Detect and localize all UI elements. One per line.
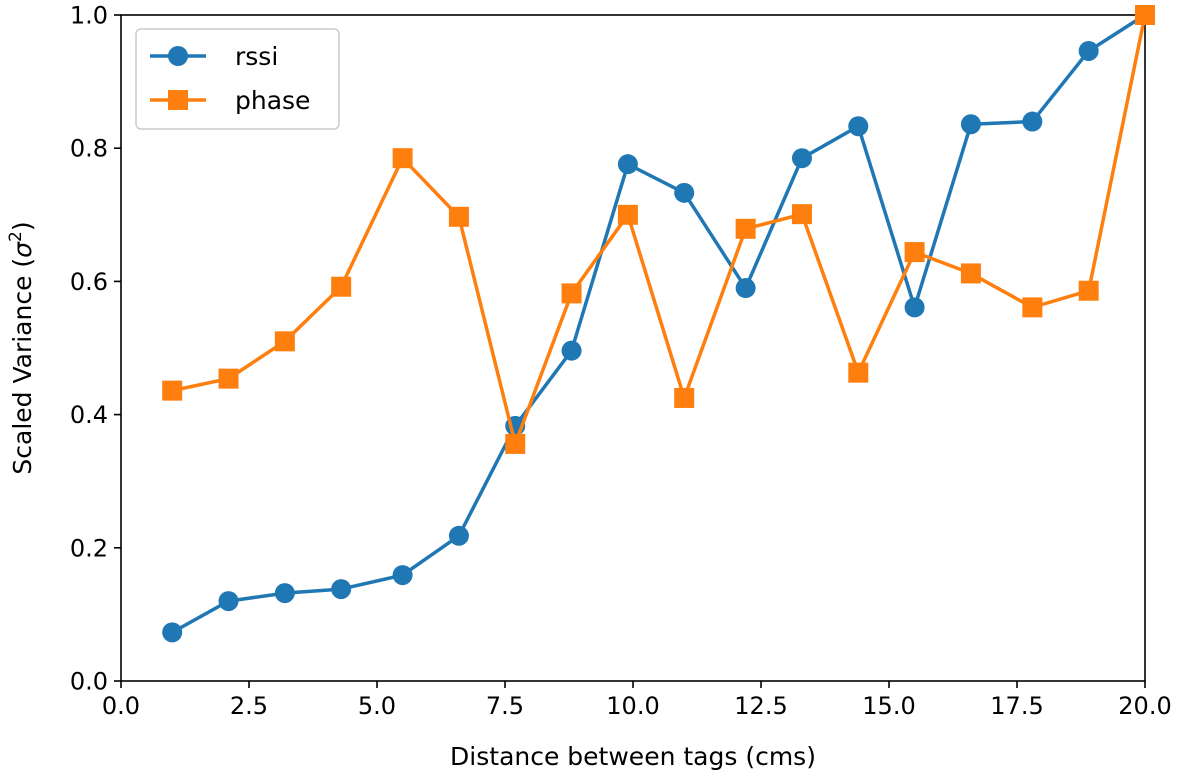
data-point-phase [617, 204, 638, 225]
y-tick-label: 0.0 [70, 668, 108, 696]
legend-marker-rssi [168, 46, 188, 66]
data-point-phase [960, 263, 981, 284]
legend-label-phase: phase [235, 86, 310, 115]
data-point-phase [904, 242, 925, 263]
data-point-rssi [617, 154, 638, 175]
data-point-phase [162, 380, 183, 401]
data-point-phase [848, 362, 869, 383]
data-point-phase [392, 148, 413, 169]
x-tick-label: 20.0 [1118, 692, 1171, 720]
y-axis-label: Scaled Variance (σ2) [6, 221, 37, 474]
data-point-phase [505, 433, 526, 454]
legend-marker-phase [168, 90, 188, 110]
y-tick-label: 0.8 [70, 135, 108, 163]
y-axis-label-text: Scaled Variance ( [8, 258, 37, 475]
x-tick-label: 7.5 [486, 692, 524, 720]
x-tick-label: 10.0 [606, 692, 659, 720]
x-tick-label: 17.5 [990, 692, 1043, 720]
data-point-rssi [274, 583, 295, 604]
data-point-rssi [791, 148, 812, 169]
data-point-rssi [561, 340, 582, 361]
data-point-rssi [218, 591, 239, 612]
series-phase [162, 5, 1155, 454]
data-point-phase [1135, 5, 1155, 25]
data-point-phase [1022, 297, 1043, 318]
data-point-rssi [674, 182, 695, 203]
y-tick-label: 0.2 [70, 534, 108, 562]
axes-layer: 0.0 2.5 5.0 7.5 10.0 12.5 15.0 17.5 20.0 0.0 0.2 0.… [6, 2, 1172, 772]
y-tick-label: 1.0 [70, 2, 108, 30]
data-point-rssi [904, 297, 925, 318]
y-tick-label: 0.4 [70, 401, 108, 429]
data-point-rssi [1022, 111, 1043, 132]
data-point-rssi [848, 116, 869, 137]
legend-label-rssi: rssi [235, 42, 278, 71]
data-point-rssi [392, 565, 413, 586]
data-point-phase [218, 368, 239, 389]
data-point-rssi [448, 525, 469, 546]
series-layer [162, 5, 1155, 643]
data-point-rssi [162, 622, 183, 643]
data-point-phase [735, 218, 756, 239]
x-tick-label: 12.5 [734, 692, 787, 720]
y-axis-label-end: ) [8, 221, 37, 231]
data-point-phase [561, 283, 582, 304]
x-axis-label: Distance between tags (cms) [450, 742, 816, 771]
y-tick-label: 0.6 [70, 268, 108, 296]
data-point-phase [448, 206, 469, 227]
series-rssi [162, 5, 1155, 643]
y-axis-label-symbol: σ [8, 241, 37, 258]
data-point-phase [791, 204, 812, 225]
data-point-phase [674, 387, 695, 408]
x-tick-label: 15.0 [862, 692, 915, 720]
legend: rssi phase [135, 28, 340, 130]
x-tick-label: 0.0 [102, 692, 140, 720]
data-point-phase [274, 331, 295, 352]
data-point-rssi [735, 278, 756, 299]
x-tick-label: 2.5 [230, 692, 268, 720]
data-point-rssi [960, 114, 981, 135]
data-point-phase [331, 276, 352, 297]
data-point-rssi [1078, 40, 1099, 61]
data-point-phase [1078, 280, 1099, 301]
x-tick-label: 5.0 [358, 692, 396, 720]
y-axis-label-superscript: 2 [6, 231, 26, 242]
data-point-rssi [331, 579, 352, 600]
